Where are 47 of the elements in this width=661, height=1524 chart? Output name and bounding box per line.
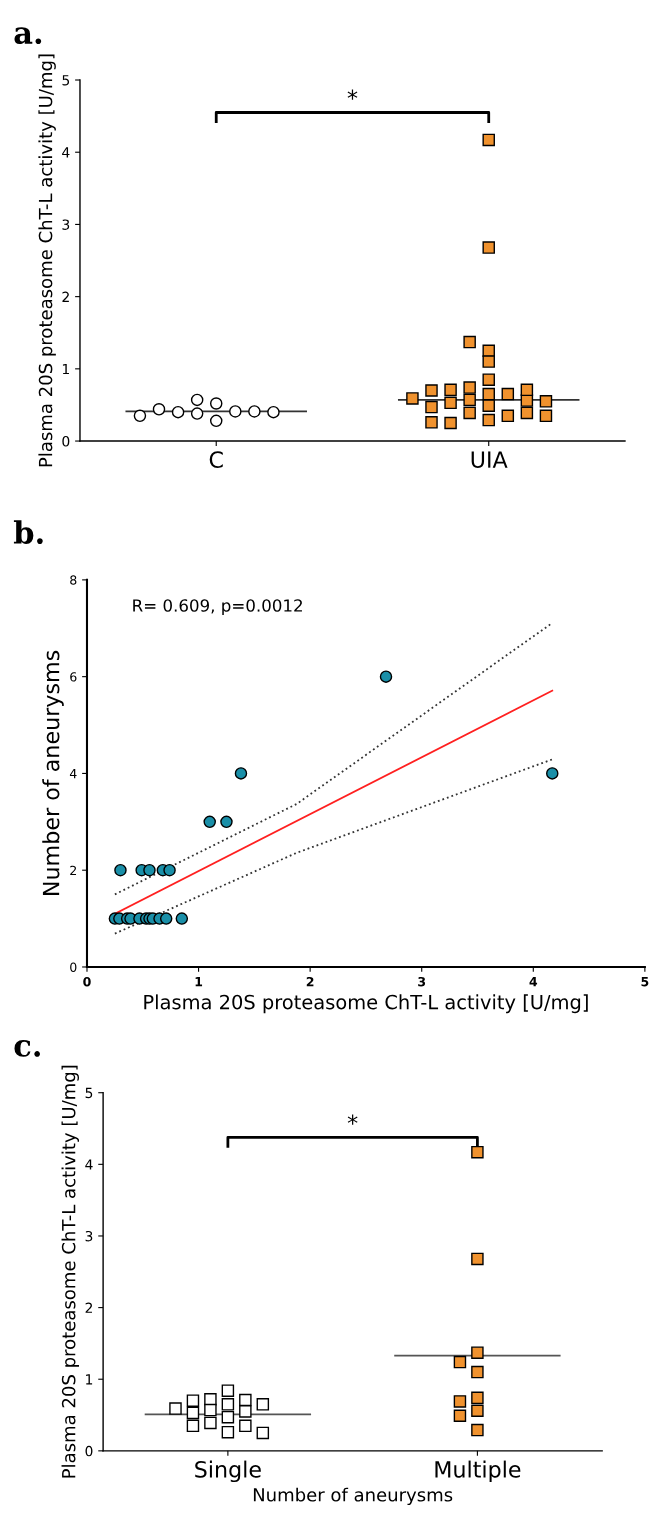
x-tick-label: Multiple (435, 1460, 521, 1483)
y-tick-label: 4 (69, 769, 77, 779)
annotation: * (347, 89, 358, 100)
point (114, 863, 127, 877)
y-tick-label: 1 (86, 1374, 93, 1385)
point (175, 912, 189, 925)
x-tick-label: 1 (195, 977, 203, 987)
y-tick-label: 4 (62, 147, 70, 158)
y-tick-label: 1 (62, 363, 69, 375)
point (234, 767, 248, 780)
y-axis-title: Plasma 20S proteasome ChT-L activity [U/mg] (61, 1065, 79, 1478)
annotation: R= 0.609, p=0.0012 (133, 599, 302, 616)
y-tick-label: 0 (70, 962, 77, 972)
chart-title: c. (14, 1040, 40, 1057)
x-tick-label: 4 (529, 977, 538, 987)
x-tick-label: UIA (471, 451, 508, 468)
x-tick-label: Single (195, 1460, 261, 1483)
x-tick-label: 2 (306, 976, 314, 987)
point (159, 912, 173, 925)
x-tick-label: 3 (418, 976, 426, 987)
point (546, 767, 559, 780)
y-tick-label: 6 (70, 672, 77, 682)
point (220, 815, 233, 829)
y-axis-title: Plasma 20S proteasome ChT-L activity [U/mg] (38, 54, 56, 467)
y-tick-label: 2 (70, 865, 77, 875)
y-tick-label: 5 (62, 75, 70, 86)
point (379, 670, 393, 683)
y-tick-label: 3 (62, 219, 70, 230)
point (203, 815, 216, 829)
y-tick-label: 2 (85, 1302, 92, 1313)
y-tick-label: 3 (85, 1230, 93, 1242)
y-tick-label: 2 (62, 291, 69, 302)
x-tick-label: 5 (641, 977, 649, 987)
y-tick-label: 4 (85, 1159, 93, 1170)
point (143, 863, 156, 877)
y-axis-title: Number of aneurysms (42, 650, 64, 895)
chart-title: a. (14, 27, 42, 45)
y-tick-label: 5 (85, 1087, 93, 1099)
x-axis-title: Plasma 20S proteasome ChT-L activity [U/mg] (144, 994, 588, 1014)
y-tick-label: 0 (85, 1445, 93, 1457)
x-tick-label: C (209, 451, 223, 468)
chart-title: b. (13, 520, 43, 544)
annotation: * (347, 1114, 358, 1125)
x-axis-title: Number of aneurysms (253, 1487, 453, 1506)
y-tick-label: 0 (62, 436, 70, 447)
point (163, 863, 176, 877)
y-tick-label: 8 (70, 575, 77, 585)
